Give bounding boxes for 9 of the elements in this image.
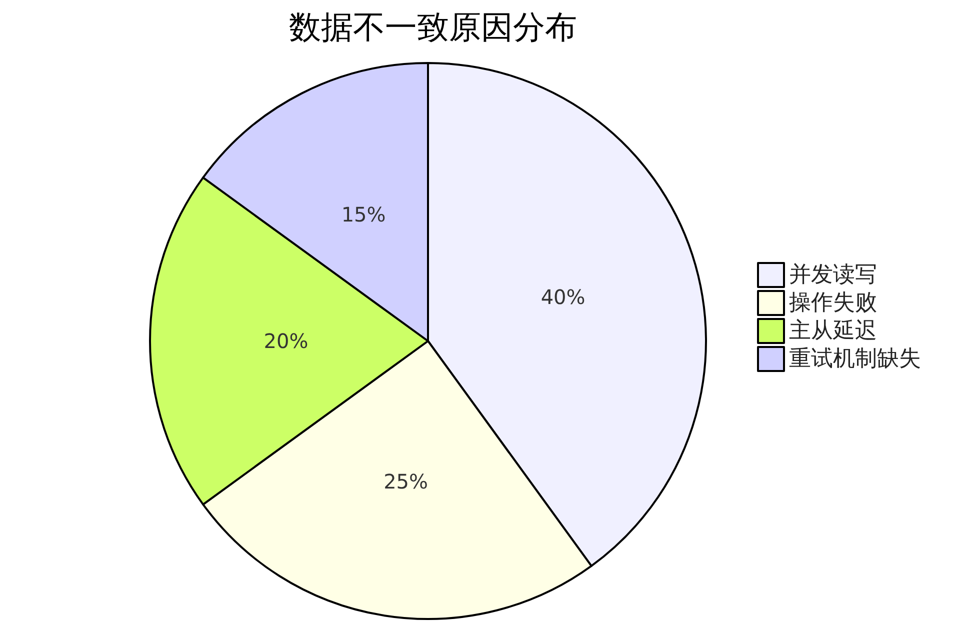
legend-label: 操作失败 [789, 290, 877, 316]
data-label: 25% [384, 469, 428, 494]
legend-label: 重试机制缺失 [789, 346, 921, 372]
legend-label: 主从延迟 [789, 318, 877, 344]
data-label: 15% [341, 202, 386, 226]
data-label: 40% [540, 285, 586, 310]
chart-title: 数据不一致原因分布 [289, 8, 577, 46]
data-label: 20% [264, 329, 308, 353]
legend-label: 并发读写 [789, 262, 877, 288]
